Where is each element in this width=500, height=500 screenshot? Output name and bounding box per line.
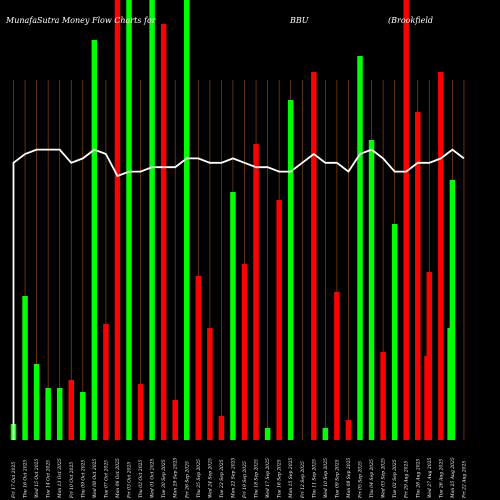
chart-company: (Brookfield xyxy=(388,16,433,25)
money-flow-bar xyxy=(438,72,444,440)
x-tick-label: Mon 13 Oct 2025 xyxy=(57,458,63,499)
trend-line xyxy=(12,148,465,440)
x-tick-label: Fri 19 Sep 2025 xyxy=(242,461,248,499)
x-tick-label: Fri 26 Sep 2025 xyxy=(184,461,190,499)
x-tick-label: Wed 01 Oct 2025 xyxy=(150,459,156,498)
x-tick-label: Tue 02 Sep 2025 xyxy=(392,459,398,498)
x-tick-label: Wed 24 Sep 2025 xyxy=(207,458,213,498)
money-flow-bar xyxy=(447,328,453,440)
x-tick-label: Thu 02 Oct 2025 xyxy=(138,460,144,498)
x-tick-label: Fri 22 Aug 2025 xyxy=(461,461,467,499)
x-tick-label: Fri 17 Oct 2025 xyxy=(11,462,17,499)
money-flow-bar xyxy=(311,72,317,440)
x-tick-label: Mon 08 Sep 2025 xyxy=(346,458,352,499)
chart-title: MunafaSutra Money Flow Charts for xyxy=(5,16,157,25)
x-tick-label: Fri 29 Aug 2025 xyxy=(404,461,410,499)
x-tick-label: Fri 05 Sep 2025 xyxy=(358,461,364,499)
money-flow-bar xyxy=(415,112,421,440)
x-tick-label: Wed 27 Aug 2025 xyxy=(427,458,433,498)
money-flow-bar xyxy=(56,388,63,440)
x-tick-label: Tue 26 Aug 2025 xyxy=(438,459,444,498)
x-tick-label: Tue 16 Sep 2025 xyxy=(277,459,283,498)
money-flow-bar xyxy=(103,324,109,440)
money-flow-bar xyxy=(126,0,132,440)
money-flow-bar xyxy=(68,380,74,440)
x-tick-label: Wed 15 Oct 2025 xyxy=(34,459,40,498)
money-flow-bar xyxy=(218,416,225,440)
money-flow-bar xyxy=(334,292,340,440)
x-tick-label: Thu 25 Sep 2025 xyxy=(196,459,202,498)
money-flow-bar xyxy=(391,224,398,440)
x-tick-label: Wed 17 Sep 2025 xyxy=(265,458,271,498)
x-tick-label: Mon 22 Sep 2025 xyxy=(230,458,236,499)
bars xyxy=(10,0,456,440)
money-flow-bar xyxy=(322,428,329,440)
money-flow-bar xyxy=(253,144,259,440)
money-flow-bar xyxy=(149,0,155,440)
x-tick-label: Tue 07 Oct 2025 xyxy=(103,460,109,498)
money-flow-bar xyxy=(160,24,167,440)
x-tick-label: Thu 16 Oct 2025 xyxy=(23,460,29,498)
trend-line-group xyxy=(12,148,465,440)
x-tick-label: Wed 10 Sep 2025 xyxy=(323,458,329,498)
money-flow-bar xyxy=(230,192,236,440)
money-flow-bar xyxy=(403,0,409,440)
x-tick-label: Mon 06 Oct 2025 xyxy=(115,458,121,499)
x-tick-label: Thu 18 Sep 2025 xyxy=(254,459,260,498)
money-flow-bar xyxy=(264,428,271,440)
money-flow-bar xyxy=(380,352,386,440)
chart-symbol: BBU xyxy=(289,16,309,25)
x-tick-label: Thu 28 Aug 2025 xyxy=(415,459,421,498)
money-flow-bar xyxy=(80,392,86,440)
money-flow-bar xyxy=(276,200,282,440)
money-flow-bar xyxy=(137,384,144,440)
x-tick-label: Thu 04 Sep 2025 xyxy=(369,459,375,498)
money-flow-bar xyxy=(287,100,294,440)
money-flow-bar xyxy=(424,356,430,440)
money-flow-bar xyxy=(22,296,28,440)
money-flow-bar xyxy=(114,0,121,440)
x-tick-label: Tue 23 Sep 2025 xyxy=(219,459,225,498)
money-flow-bar xyxy=(45,388,51,440)
money-flow-bar xyxy=(91,40,98,440)
x-tick-label: Tue 09 Sep 2025 xyxy=(334,459,340,498)
x-tick-labels: Fri 17 Oct 2025 Thu 16 Oct 2025 Wed 15 Oct… xyxy=(11,457,467,499)
money-flow-bar xyxy=(368,140,375,440)
x-tick-label: Mon 25 Aug 2025 xyxy=(450,457,456,499)
money-flow-bar xyxy=(195,276,202,440)
x-tick-label: Fri 12 Sep 2025 xyxy=(300,461,306,499)
x-tick-label: Thu 09 Oct 2025 xyxy=(80,460,86,498)
money-flow-bar xyxy=(345,420,352,440)
x-tick-label: Thu 11 Sep 2025 xyxy=(311,459,317,498)
x-tick-label: Mon 29 Sep 2025 xyxy=(173,458,179,499)
x-tick-label: Wed 03 Sep 2025 xyxy=(381,458,387,498)
money-flow-bar xyxy=(33,364,40,440)
money-flow-bar xyxy=(241,264,248,440)
money-flow-bar xyxy=(184,0,190,440)
x-tick-label: Wed 08 Oct 2025 xyxy=(92,459,98,498)
x-tick-label: Fri 10 Oct 2025 xyxy=(69,462,75,499)
money-flow-bar xyxy=(357,56,363,440)
x-tick-label: Tue 14 Oct 2025 xyxy=(46,460,52,498)
x-tick-label: Mon 15 Sep 2025 xyxy=(288,458,294,499)
x-tick-label: Fri 03 Oct 2025 xyxy=(127,462,133,499)
money-flow-bar xyxy=(172,400,178,440)
money-flow-bar xyxy=(449,180,456,440)
x-tick-label: Tue 30 Sep 2025 xyxy=(161,459,167,498)
money-flow-bar xyxy=(207,328,213,440)
